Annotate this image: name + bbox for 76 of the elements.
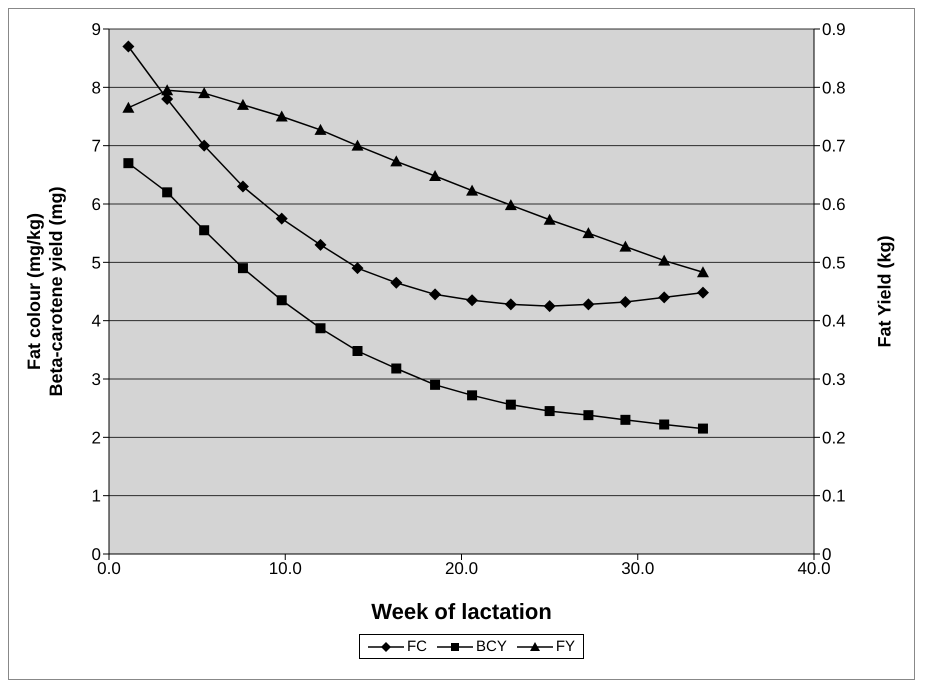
legend-label: BCY (476, 638, 507, 655)
y2-tick-label: 0.7 (822, 136, 846, 156)
y-tick-label: 1 (92, 486, 101, 506)
point (504, 298, 517, 310)
point (696, 266, 709, 278)
y2-tick-label: 0.6 (822, 195, 846, 214)
y-tick-label: 2 (92, 428, 101, 448)
x-tick-label: 30.0 (621, 559, 654, 578)
point (162, 187, 172, 198)
point (506, 400, 516, 410)
point (696, 286, 709, 299)
point (544, 406, 555, 416)
y2-axis-title: Fat Yield (kg) (874, 235, 894, 348)
point (236, 98, 249, 110)
point (122, 102, 134, 113)
point (391, 364, 402, 374)
point (352, 346, 363, 356)
point (390, 155, 402, 166)
point (620, 414, 630, 425)
point (276, 110, 288, 122)
y-tick-label: 6 (92, 195, 101, 214)
point (314, 238, 326, 251)
point (467, 390, 478, 400)
point (276, 295, 287, 306)
point (429, 170, 442, 181)
y2-tick-label: 0.2 (822, 428, 846, 448)
point (122, 40, 134, 52)
point (390, 276, 402, 289)
point (238, 263, 248, 274)
y-tick-label: 3 (92, 370, 101, 390)
point (658, 291, 670, 304)
point (236, 180, 249, 192)
y-tick-label: 4 (92, 312, 101, 331)
x-tick-label: 10.0 (268, 559, 302, 578)
point (429, 288, 442, 300)
point (198, 87, 210, 98)
y-tick-label: 7 (92, 136, 101, 156)
y2-tick-label: 0.3 (822, 370, 846, 390)
x-tick-label: 40.0 (797, 559, 831, 578)
point (544, 214, 556, 225)
point (582, 227, 594, 238)
y2-tick-label: 0.9 (822, 20, 846, 40)
point (430, 380, 440, 390)
y2-tick-label: 0.5 (822, 253, 846, 272)
point (352, 140, 364, 151)
y-axis-title: Fat colour (mg/kg) Beta-carotene yield (mg) (24, 186, 66, 397)
point (123, 158, 134, 168)
point (198, 140, 210, 152)
point (466, 294, 478, 306)
y-tick-label: 9 (92, 20, 101, 40)
point (352, 262, 364, 274)
point (199, 225, 210, 236)
point (314, 124, 326, 135)
x-tick-label: 20.0 (444, 559, 478, 578)
y2-tick-label: 0.4 (822, 312, 846, 331)
point (619, 240, 632, 252)
point (504, 199, 517, 210)
point (619, 296, 632, 308)
y-tick-label: 8 (92, 78, 101, 98)
y2-tick-label: 0.1 (822, 486, 846, 506)
x-axis-title: Week of lactation (371, 599, 552, 624)
point (466, 184, 478, 196)
y-tick-label: 5 (92, 253, 101, 272)
point (316, 323, 326, 334)
point (276, 212, 288, 225)
y2-tick-label: 0.8 (822, 78, 846, 98)
point (659, 420, 670, 430)
point (658, 254, 670, 266)
point (582, 298, 594, 310)
x-tick-label: 0.0 (97, 559, 121, 578)
legend-label: FY (556, 638, 575, 655)
point (544, 300, 556, 312)
point (583, 410, 594, 420)
legend-label: FC (406, 638, 427, 655)
point (161, 84, 174, 96)
point (698, 424, 708, 434)
